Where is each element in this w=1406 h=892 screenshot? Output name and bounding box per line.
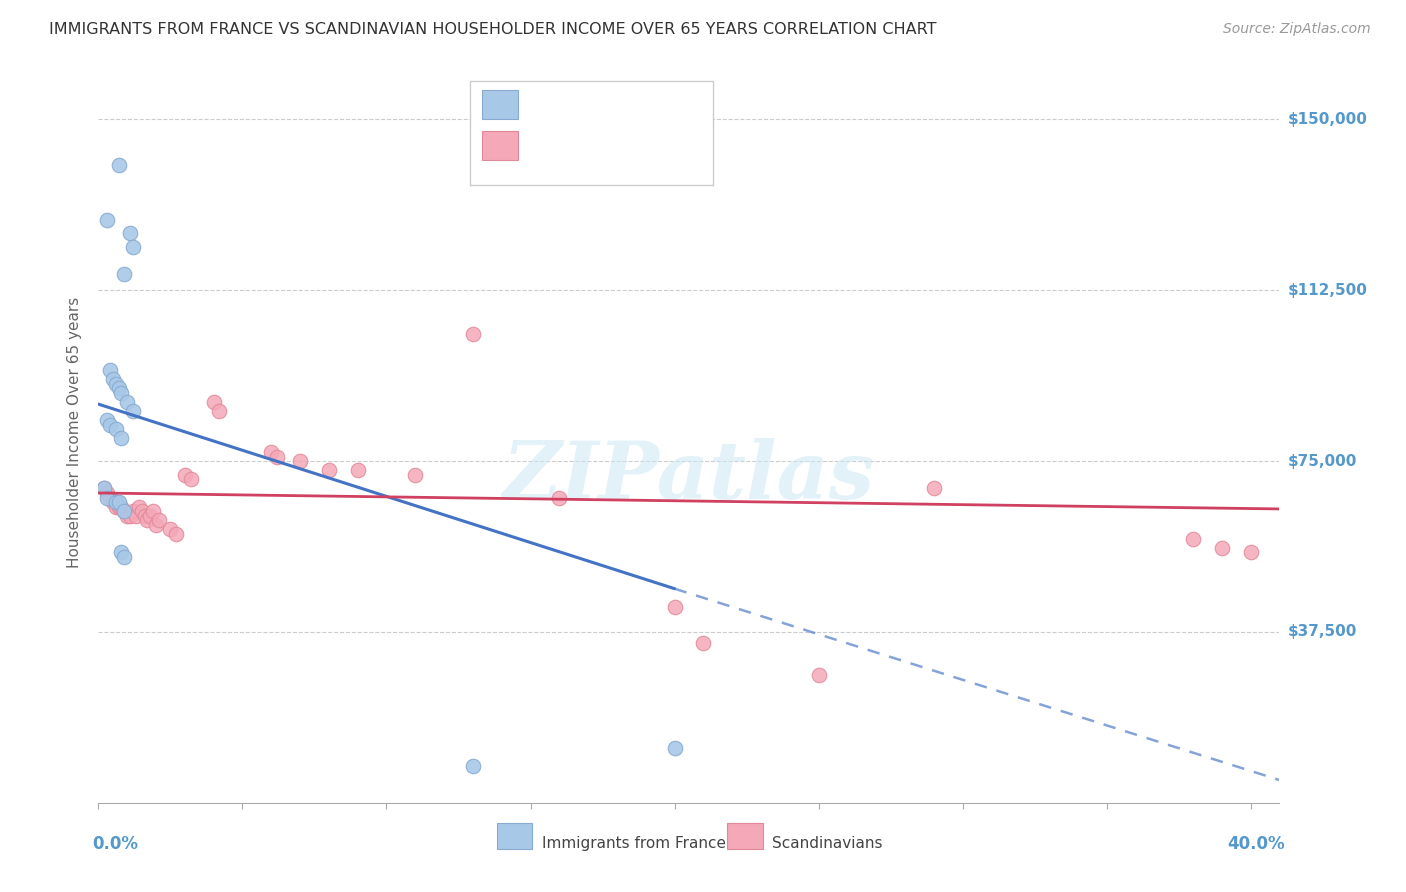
Point: [107, 381, 129, 395]
Point: [288, 454, 311, 468]
Text: N = 25: N = 25: [638, 95, 696, 111]
Point: [107, 500, 129, 514]
Point: [104, 495, 127, 509]
Point: [125, 508, 148, 523]
Point: [107, 495, 129, 509]
Text: $150,000: $150,000: [1288, 112, 1368, 127]
Point: [142, 504, 165, 518]
Text: 0.0%: 0.0%: [93, 835, 139, 853]
Point: [120, 508, 142, 523]
Point: [112, 504, 135, 518]
Point: [461, 326, 484, 341]
Point: [548, 491, 571, 505]
Text: Source: ZipAtlas.com: Source: ZipAtlas.com: [1223, 22, 1371, 37]
Point: [112, 504, 135, 518]
Point: [139, 508, 162, 523]
Text: N = 42: N = 42: [638, 136, 696, 152]
Point: [145, 517, 167, 532]
Point: [134, 508, 156, 523]
Point: [96, 413, 118, 427]
Point: [112, 549, 135, 564]
Point: [692, 636, 714, 650]
Point: [148, 513, 170, 527]
Point: [122, 240, 145, 254]
Point: [404, 467, 426, 482]
Point: [104, 376, 127, 391]
Point: [165, 527, 187, 541]
Point: [922, 482, 945, 496]
Point: [93, 482, 115, 496]
Text: R = -0.051: R = -0.051: [530, 136, 619, 152]
Point: [93, 482, 115, 496]
Point: [318, 463, 340, 477]
Point: [180, 472, 202, 486]
Point: [115, 395, 138, 409]
Text: 40.0%: 40.0%: [1227, 835, 1285, 853]
Point: [98, 491, 121, 505]
Point: [260, 445, 283, 459]
Point: [136, 513, 159, 527]
Point: [346, 463, 368, 477]
Point: [1240, 545, 1263, 559]
Point: [1211, 541, 1233, 555]
FancyBboxPatch shape: [498, 822, 533, 848]
Point: [96, 212, 118, 227]
Point: [122, 504, 145, 518]
Text: ZIPatlas: ZIPatlas: [503, 438, 875, 516]
Y-axis label: Householder Income Over 65 years: Householder Income Over 65 years: [67, 297, 83, 568]
Point: [461, 759, 484, 773]
Point: [208, 404, 231, 418]
Point: [110, 500, 132, 514]
Point: [96, 486, 118, 500]
FancyBboxPatch shape: [482, 90, 517, 120]
Point: [664, 741, 686, 756]
Text: Scandinavians: Scandinavians: [772, 836, 883, 851]
Point: [110, 431, 132, 445]
Point: [110, 545, 132, 559]
Point: [128, 500, 150, 514]
Point: [112, 268, 135, 282]
Text: $75,000: $75,000: [1288, 454, 1357, 468]
Point: [173, 467, 195, 482]
Text: Immigrants from France: Immigrants from France: [541, 836, 725, 851]
Point: [131, 504, 153, 518]
Point: [202, 395, 225, 409]
FancyBboxPatch shape: [727, 822, 763, 848]
Point: [110, 385, 132, 400]
Point: [101, 495, 124, 509]
Point: [96, 491, 118, 505]
Point: [664, 599, 686, 614]
Point: [101, 372, 124, 386]
Point: [122, 404, 145, 418]
Text: IMMIGRANTS FROM FRANCE VS SCANDINAVIAN HOUSEHOLDER INCOME OVER 65 YEARS CORRELAT: IMMIGRANTS FROM FRANCE VS SCANDINAVIAN H…: [49, 22, 936, 37]
Text: $112,500: $112,500: [1288, 283, 1368, 298]
Text: $37,500: $37,500: [1288, 624, 1357, 640]
Point: [98, 363, 121, 377]
Point: [104, 422, 127, 436]
Point: [266, 450, 288, 464]
FancyBboxPatch shape: [471, 81, 713, 185]
FancyBboxPatch shape: [482, 130, 517, 161]
Point: [107, 158, 129, 172]
Point: [1182, 532, 1205, 546]
Point: [807, 668, 830, 682]
Text: R = -0.315: R = -0.315: [530, 95, 619, 111]
Point: [98, 417, 121, 432]
Point: [115, 508, 138, 523]
Point: [120, 227, 142, 241]
Point: [159, 523, 181, 537]
Point: [104, 500, 127, 514]
